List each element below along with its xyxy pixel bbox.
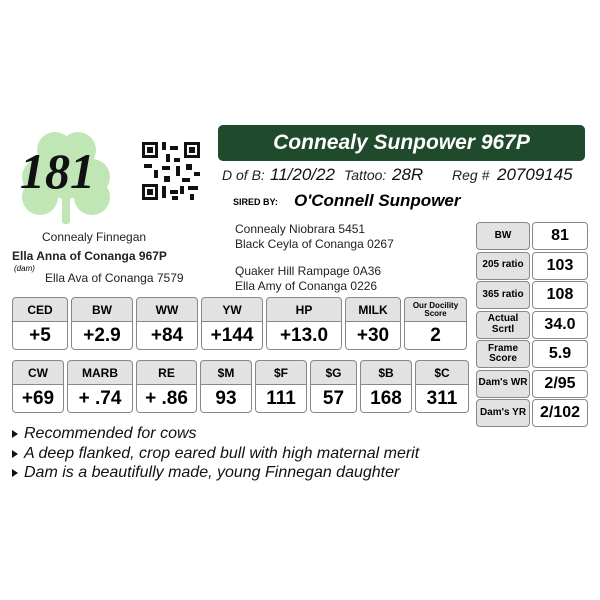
epd-table: CED BW WW YW HP MILK Our Docility Score +5 +2.9 +… — [12, 297, 470, 350]
epd-header: WW — [136, 297, 198, 322]
note: A deep flanked, crop eared bull with hig… — [12, 445, 419, 463]
birth-date: 11/20/22 — [270, 165, 335, 184]
dam-sire: Connealy Finnegan — [42, 230, 147, 244]
epd-header: RE — [136, 360, 197, 385]
dam: Ella Anna of Conanga 967P — [12, 249, 167, 263]
note-text: A deep flanked, crop eared bull with hig… — [24, 444, 420, 462]
epd-value: + .74 — [67, 385, 133, 413]
stats-row: Actual Scrtl 34.0 — [476, 310, 588, 339]
note: Dam is a beautifully made, young Finnega… — [12, 464, 399, 482]
stat-label: BW — [476, 222, 530, 250]
epd-value: 57 — [310, 385, 357, 413]
sire-dam-dam: Ella Amy of Conanga 0226 — [235, 279, 378, 293]
epd-header: $C — [415, 360, 469, 385]
epd-header: MARB — [67, 360, 133, 385]
stats-row: BW 81 — [476, 222, 588, 250]
epd-value: 168 — [360, 385, 412, 413]
epd-header: CW — [12, 360, 64, 385]
epd-value: +144 — [201, 322, 263, 350]
stat-value: 5.9 — [532, 340, 588, 368]
epd-header: CED — [12, 297, 68, 322]
epd-value: 93 — [200, 385, 252, 413]
stat-label: Dam's WR — [476, 369, 530, 398]
stat-label: 205 ratio — [476, 251, 530, 280]
epd-value: 311 — [415, 385, 469, 413]
bullet — [12, 469, 18, 477]
stat-value: 2/95 — [532, 369, 588, 398]
stats-table: BW 81 205 ratio 103 365 ratio 108 Actual Scrtl… — [476, 222, 588, 429]
bull-name: Connealy Sunpower 967P — [218, 125, 585, 161]
epd-value: +69 — [12, 385, 64, 413]
epd-header: BW — [71, 297, 133, 322]
bullet — [12, 430, 18, 438]
birth-label: D of B: — [222, 167, 265, 183]
epd-value: +84 — [136, 322, 198, 350]
sire-label: SIRED BY: — [233, 197, 278, 207]
tattoo: 28R — [392, 165, 424, 184]
stat-label: 365 ratio — [476, 281, 530, 309]
epd-header: HP — [266, 297, 342, 322]
epd-header: Our Docility Score — [404, 297, 467, 322]
note-text: Recommended for cows — [24, 425, 197, 442]
stat-value: 108 — [532, 281, 588, 309]
stat-value: 2/102 — [532, 399, 588, 427]
sire-dam-sire: Quaker Hill Rampage 0A36 — [235, 264, 382, 278]
stats-row: 205 ratio 103 — [476, 251, 588, 280]
note: Recommended for cows — [12, 425, 197, 443]
stats-row: Dam's YR 2/102 — [476, 399, 588, 427]
stat-value: 103 — [532, 251, 588, 280]
reg-label: Reg # — [452, 167, 490, 183]
stats-row: Dam's WR 2/95 — [476, 369, 588, 398]
tattoo-label: Tattoo: — [344, 167, 387, 183]
epd-value: 2 — [404, 322, 467, 350]
epd-value: 111 — [255, 385, 307, 413]
bullet — [12, 449, 18, 458]
stats-row: 365 ratio 108 — [476, 281, 588, 309]
epd-table: CW MARB RE $M $F $G $B $C +69 + .74 + .86 93 111 57 16… — [12, 360, 470, 413]
epd-header: $B — [360, 360, 412, 385]
shamrock — [22, 132, 110, 224]
reg-number: 20709145 — [497, 165, 573, 184]
sire-name: O'Connell Sunpower — [294, 191, 461, 210]
stat-label: Frame Score — [476, 340, 530, 368]
epd-value: +2.9 — [71, 322, 133, 350]
stats-row: Frame Score 5.9 — [476, 340, 588, 368]
dam-tag: (dam) — [14, 264, 35, 273]
epd-value: +30 — [345, 322, 401, 350]
stat-label: Dam's YR — [476, 399, 530, 427]
epd-header: MILK — [345, 297, 401, 322]
epd-value: +13.0 — [266, 322, 342, 350]
sire-sire: Connealy Niobrara 5451 — [235, 222, 366, 236]
epd-value: +5 — [12, 322, 68, 350]
epd-header: $M — [200, 360, 252, 385]
dam-dam: Ella Ava of Conanga 7579 — [45, 271, 184, 285]
qr-code — [140, 140, 202, 202]
note-text: Dam is a beautifully made, young Finnega… — [24, 464, 400, 481]
epd-header: YW — [201, 297, 263, 322]
epd-value: + .86 — [136, 385, 197, 413]
stat-value: 81 — [532, 222, 588, 250]
stat-label: Actual Scrtl — [476, 310, 530, 339]
epd-header: $G — [310, 360, 357, 385]
stat-value: 34.0 — [532, 310, 588, 339]
lot-number: 181 — [20, 143, 95, 199]
epd-header: $F — [255, 360, 307, 385]
sire-dam: Black Ceyla of Conanga 0267 — [235, 237, 394, 251]
